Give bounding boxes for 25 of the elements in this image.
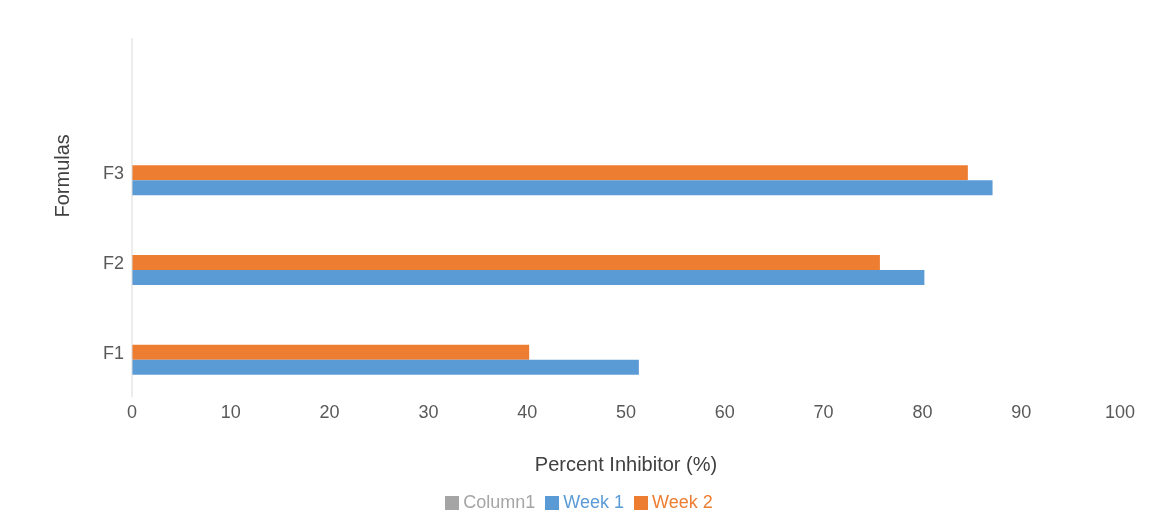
x-tick-label: 0: [126, 401, 138, 422]
x-tick-label: 40: [517, 401, 538, 422]
x-tick-label: 10: [220, 401, 241, 422]
bar: [132, 165, 968, 181]
x-tick-label: 90: [1011, 401, 1032, 422]
y-tick-label: F3: [102, 163, 124, 184]
bar: [132, 344, 530, 360]
y-tick-label: F1: [102, 342, 124, 363]
x-tick-label: 70: [813, 401, 834, 422]
bar: [132, 254, 880, 270]
x-tick-label: 50: [615, 401, 637, 422]
x-axis-title: Percent Inhibitor (%): [534, 453, 718, 476]
x-tick-label: 80: [912, 401, 933, 422]
legend-label: Week 2: [652, 492, 713, 512]
x-tick-label: 100: [1104, 401, 1136, 422]
legend-label: Column1: [463, 492, 536, 512]
y-axis-title: Formulas: [51, 134, 74, 218]
x-tick-label: 20: [319, 401, 340, 422]
legend-label: Week 1: [563, 492, 625, 512]
bar: [132, 359, 639, 375]
y-tick-label: F2: [102, 252, 124, 273]
bar: [132, 180, 993, 196]
x-tick-label: 60: [714, 401, 735, 422]
x-tick-label: 30: [418, 401, 439, 422]
bar: [132, 269, 925, 285]
